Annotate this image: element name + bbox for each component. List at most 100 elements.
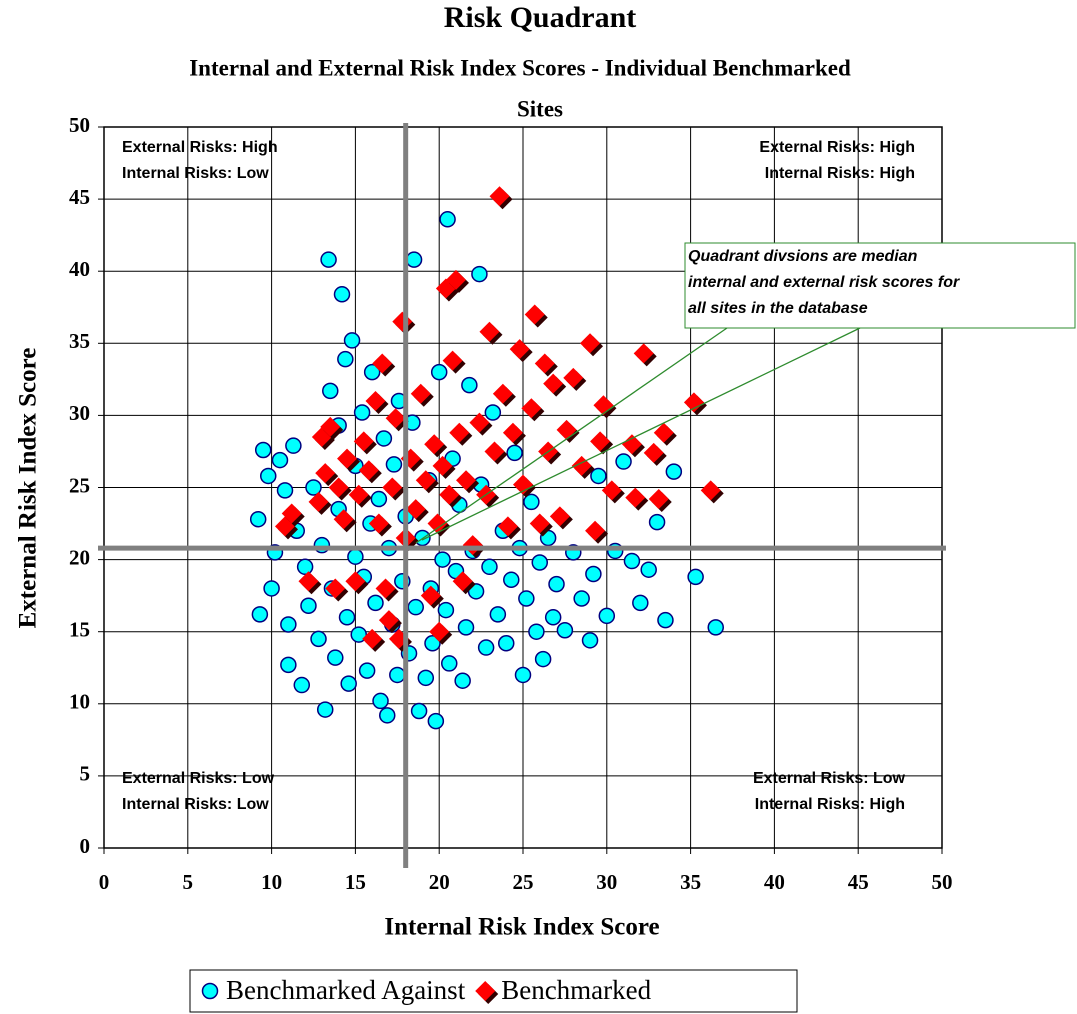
- point: [441, 655, 458, 672]
- point: [514, 666, 532, 684]
- point-face: [509, 339, 530, 360]
- x-tick-label: 0: [99, 870, 110, 894]
- point: [648, 489, 672, 513]
- point-face: [534, 353, 555, 374]
- quadrant-label: External Risks: High: [122, 139, 278, 156]
- point: [439, 211, 456, 228]
- point: [601, 480, 625, 504]
- point-face: [348, 484, 369, 505]
- point: [280, 656, 297, 674]
- point: [573, 590, 590, 607]
- point: [347, 548, 364, 565]
- point: [549, 506, 573, 530]
- point: [296, 558, 314, 576]
- point-face: [484, 441, 505, 462]
- point: [469, 412, 493, 436]
- y-tick-label: 45: [69, 185, 90, 209]
- point: [353, 431, 377, 455]
- point: [362, 628, 386, 652]
- point-face: [382, 477, 403, 498]
- x-tick-label: 10: [261, 870, 282, 894]
- x-tick-label: 40: [764, 870, 785, 894]
- point: [285, 437, 302, 454]
- point: [581, 632, 599, 649]
- point-face: [315, 463, 336, 484]
- point: [271, 451, 289, 469]
- point: [506, 444, 523, 462]
- legend-label: Benchmarked: [501, 975, 651, 1005]
- y-tick-label: 30: [69, 401, 90, 425]
- plot-border: [103, 126, 943, 849]
- point: [548, 575, 565, 593]
- point-face: [469, 412, 490, 433]
- point: [368, 513, 392, 537]
- point-face: [337, 448, 358, 469]
- quadrant-label: External Risks: Low: [122, 770, 275, 787]
- point: [367, 594, 384, 612]
- point: [524, 304, 548, 328]
- point: [529, 513, 553, 537]
- point: [585, 520, 609, 544]
- point: [590, 431, 614, 455]
- point: [424, 434, 448, 458]
- point-face: [580, 333, 601, 354]
- point: [410, 383, 434, 407]
- point: [293, 676, 311, 694]
- point: [489, 606, 507, 623]
- point: [479, 321, 503, 345]
- y-tick-label: 15: [69, 618, 90, 642]
- y-tick-label: 25: [69, 473, 90, 497]
- point: [389, 666, 406, 684]
- y-axis-title: External Risk Index Score: [15, 348, 42, 629]
- point: [442, 350, 466, 374]
- point: [365, 390, 389, 414]
- point: [633, 343, 657, 367]
- point-face: [524, 304, 545, 325]
- x-tick-label: 45: [848, 870, 869, 894]
- point: [333, 286, 351, 303]
- point: [420, 585, 444, 609]
- x-axis-title: Internal Risk Index Score: [384, 914, 659, 941]
- point: [298, 571, 322, 595]
- point: [700, 480, 724, 504]
- point: [563, 367, 587, 391]
- y-tick-label: 10: [69, 690, 90, 714]
- point: [585, 565, 602, 583]
- point: [375, 578, 399, 602]
- point: [615, 453, 632, 470]
- point: [328, 477, 352, 501]
- point: [489, 186, 513, 210]
- point: [534, 353, 558, 377]
- point-face: [353, 431, 374, 452]
- point: [338, 609, 356, 626]
- point-face: [590, 431, 611, 452]
- point: [372, 692, 389, 710]
- x-tick-label: 30: [596, 870, 617, 894]
- point: [471, 265, 488, 283]
- point: [590, 467, 607, 485]
- chart-subtitle: Sites: [517, 96, 563, 121]
- point: [707, 619, 724, 636]
- point: [405, 251, 423, 268]
- point: [325, 578, 349, 602]
- point-face: [333, 509, 354, 530]
- note-text: Quadrant divsions are median: [688, 248, 918, 265]
- point: [348, 484, 372, 508]
- x-tick-label: 5: [183, 870, 194, 894]
- quadrant-label: External Risks: Low: [753, 770, 906, 787]
- point-face: [442, 350, 463, 371]
- point-face: [449, 422, 470, 443]
- point: [345, 571, 369, 595]
- point-face: [497, 516, 518, 537]
- point: [531, 554, 549, 571]
- point: [263, 580, 280, 597]
- point: [378, 610, 402, 634]
- note-text: all sites in the database: [688, 300, 868, 317]
- point-face: [281, 503, 302, 524]
- x-tick-label: 20: [429, 870, 450, 894]
- point: [300, 597, 317, 614]
- point: [350, 626, 368, 643]
- point: [343, 332, 361, 349]
- chart-subtitle: Internal and External Risk Index Scores …: [189, 55, 851, 80]
- point: [340, 675, 357, 692]
